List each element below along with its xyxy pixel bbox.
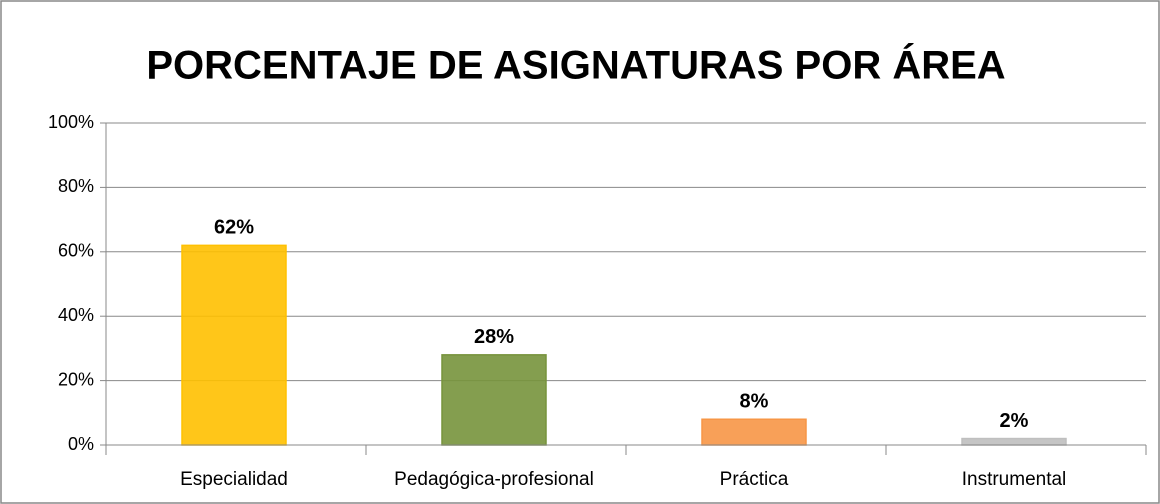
y-tick-label: 80% — [58, 176, 94, 196]
bar — [181, 244, 287, 446]
x-tick-label: Instrumental — [962, 469, 1067, 490]
y-tick-label: 0% — [68, 434, 94, 454]
value-label: 8% — [740, 391, 769, 413]
x-tick-label: Pedagógica-profesional — [394, 469, 594, 490]
y-tick-label: 60% — [58, 241, 94, 261]
value-label: 28% — [474, 326, 514, 348]
value-label: 62% — [214, 217, 254, 239]
bar — [961, 437, 1067, 446]
y-tick-label: 100% — [48, 112, 94, 132]
value-label: 2% — [1000, 410, 1029, 432]
x-tick-label: Especialidad — [180, 469, 288, 490]
y-tick-label: 40% — [58, 305, 94, 325]
bar — [441, 354, 547, 446]
y-tick-label: 20% — [58, 369, 94, 389]
chart-title: PORCENTAJE DE ASIGNATURAS POR ÁREA — [146, 43, 1005, 88]
bar — [701, 418, 807, 446]
x-tick-label: Práctica — [720, 469, 789, 490]
